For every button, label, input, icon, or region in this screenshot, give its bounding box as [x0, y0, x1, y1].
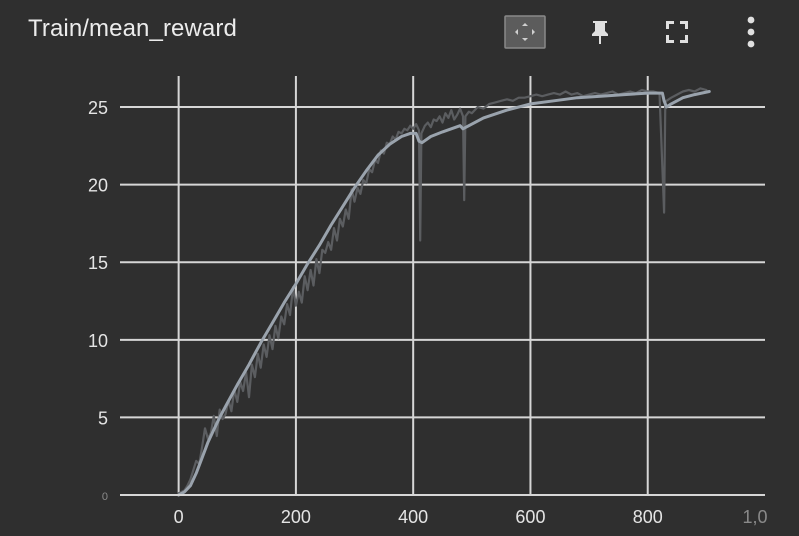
pin-icon — [592, 21, 608, 44]
more-options-button[interactable] — [729, 12, 773, 52]
y-tick-label-5: 25 — [88, 98, 108, 118]
x-tick-label-3: 600 — [515, 507, 545, 527]
grid-lines — [120, 76, 765, 495]
x-tick-label-4: 800 — [633, 507, 663, 527]
more-vert-icon — [747, 16, 755, 48]
fullscreen-button[interactable] — [655, 12, 699, 52]
x-tick-label-2: 400 — [398, 507, 428, 527]
fullscreen-icon — [666, 21, 688, 43]
pin-button[interactable] — [578, 12, 622, 52]
card-title: Train/mean_reward — [28, 15, 237, 42]
y-tick-label-4: 20 — [88, 176, 108, 196]
y-tick-label-2: 10 — [88, 331, 108, 351]
series-line-smoothed — [177, 90, 711, 497]
x-tick-label-1: 200 — [281, 507, 311, 527]
y-tick-labels: 0 5 10 15 20 25 — [88, 98, 108, 503]
x-tick-label-0: 0 — [174, 507, 184, 527]
y-tick-label-1: 5 — [98, 408, 108, 428]
x-tick-label-5: 1,0 — [742, 507, 767, 527]
fit-domain-icon — [504, 15, 546, 49]
series-line-raw — [177, 87, 708, 495]
x-tick-labels: 0 200 400 600 800 1,0 — [174, 507, 768, 527]
series-layer — [177, 87, 711, 497]
y-tick-label-3: 15 — [88, 253, 108, 273]
y-tick-label-0: 0 — [102, 491, 108, 503]
fit-domain-button[interactable] — [503, 12, 547, 52]
